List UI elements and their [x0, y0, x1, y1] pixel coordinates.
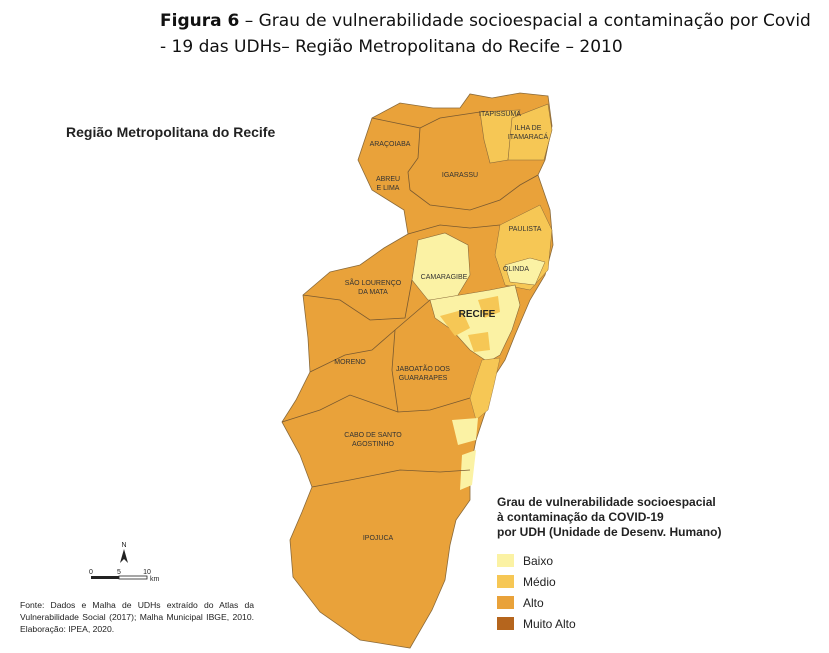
- label-olinda: OLINDA: [503, 266, 529, 273]
- scale-bar: 0 5 10 km: [89, 569, 160, 583]
- scale-tick-10: 10: [143, 569, 151, 576]
- label-jaboatao-line2: GUARARAPES: [399, 375, 448, 382]
- legend-title-line3: por UDH (Unidade de Desenv. Humano): [497, 525, 722, 539]
- figure-caption-text: – Grau de vulnerabilidade socioespacial …: [160, 11, 811, 57]
- legend-title-line2: à contaminação da COVID-19: [497, 510, 664, 524]
- legend-item-label: Muito Alto: [523, 616, 576, 631]
- label-itapissuma: ITAPISSUMA: [479, 111, 521, 118]
- map-legend: Grau de vulnerabilidade socioespacial à …: [497, 495, 817, 634]
- label-moreno: MORENO: [334, 359, 366, 366]
- label-ilha-line1: ILHA DE: [515, 125, 542, 132]
- legend-title-line1: Grau de vulnerabilidade socioespacial: [497, 495, 716, 509]
- ilha-itamaraca-area: [507, 103, 553, 161]
- legend-swatch: [497, 575, 514, 588]
- map-title: Região Metropolitana do Recife: [66, 124, 276, 140]
- region-outline: [281, 92, 554, 649]
- jaboatao-coast-strip: [469, 357, 501, 421]
- legend-title: Grau de vulnerabilidade socioespacial à …: [497, 495, 817, 540]
- camaragibe-area: [411, 232, 471, 301]
- label-paulista: PAULISTA: [509, 226, 542, 233]
- label-jaboatao-line1: JABOATÃO DOS: [396, 364, 450, 373]
- label-ipojuca: IPOJUCA: [363, 535, 394, 542]
- legend-item-baixo: Baixo: [497, 550, 817, 571]
- label-camaragibe: CAMARAGIBE: [421, 274, 468, 281]
- source-note: Fonte: Dados e Malha de UDHs extraído do…: [20, 600, 254, 634]
- scale-unit: km: [150, 576, 160, 583]
- label-ilha-line2: ITAMARACÁ: [508, 132, 549, 141]
- cabo-coast-patches: [452, 418, 478, 490]
- legend-item-label: Médio: [523, 574, 556, 589]
- label-sao-lourenco-line1: SÃO LOURENÇO: [345, 278, 402, 287]
- label-cabo-line2: AGOSTINHO: [352, 441, 395, 448]
- label-igarassu: IGARASSU: [442, 172, 478, 179]
- label-aracoiaba: ARAÇOIABA: [370, 141, 411, 148]
- legend-swatch: [497, 617, 514, 630]
- label-recife: RECIFE: [459, 309, 496, 320]
- north-arrow-icon: N: [120, 542, 128, 563]
- legend-item-medio: Médio: [497, 571, 817, 592]
- legend-swatch: [497, 554, 514, 567]
- legend-item-label: Baixo: [523, 553, 554, 568]
- label-sao-lourenco-line2: DA MATA: [358, 289, 388, 296]
- olinda-area: [504, 257, 546, 286]
- north-label: N: [121, 542, 126, 549]
- figure-label: Figura 6: [160, 11, 240, 31]
- label-cabo-line1: CABO DE SANTO: [344, 432, 402, 439]
- legend-item-label: Alto: [523, 595, 544, 610]
- label-abreu-line2: E LIMA: [377, 185, 400, 192]
- recife-medio-patches: [440, 296, 500, 352]
- municipal-boundaries: [281, 111, 539, 488]
- label-abreu-line1: ABREU: [376, 176, 400, 183]
- figure-caption: Figura 6 – Grau de vulnerabilidade socio…: [160, 8, 820, 60]
- scale-tick-0: 0: [89, 569, 93, 576]
- scale-tick-5: 5: [117, 569, 121, 576]
- legend-item-alto: Alto: [497, 592, 817, 613]
- legend-swatch: [497, 596, 514, 609]
- legend-item-muito-alto: Muito Alto: [497, 613, 817, 634]
